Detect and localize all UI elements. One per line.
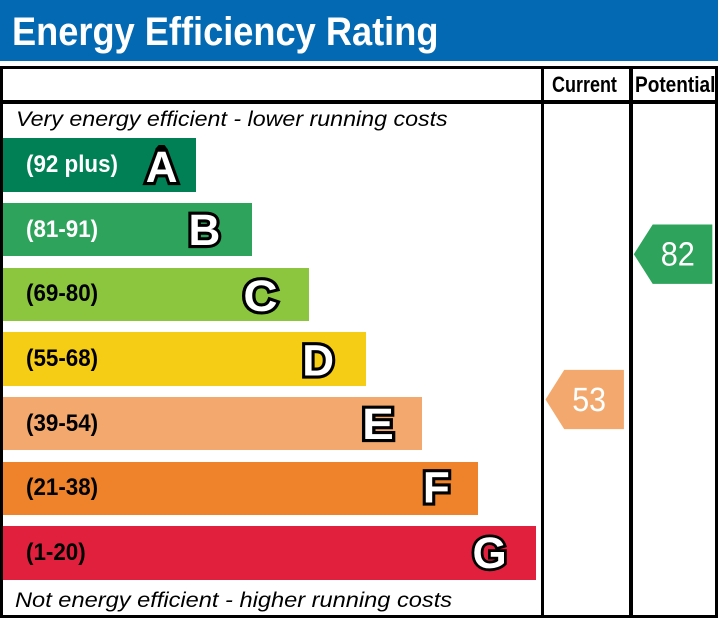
svg-text:F: F <box>423 464 450 513</box>
svg-text:E: E <box>362 400 394 449</box>
svg-text:G: G <box>473 529 507 578</box>
svg-text:82: 82 <box>661 237 695 274</box>
svg-text:B: B <box>189 206 221 255</box>
svg-text:53: 53 <box>572 382 606 419</box>
svg-text:A: A <box>146 143 178 192</box>
svg-text:D: D <box>302 336 334 385</box>
svg-text:C: C <box>243 272 277 321</box>
